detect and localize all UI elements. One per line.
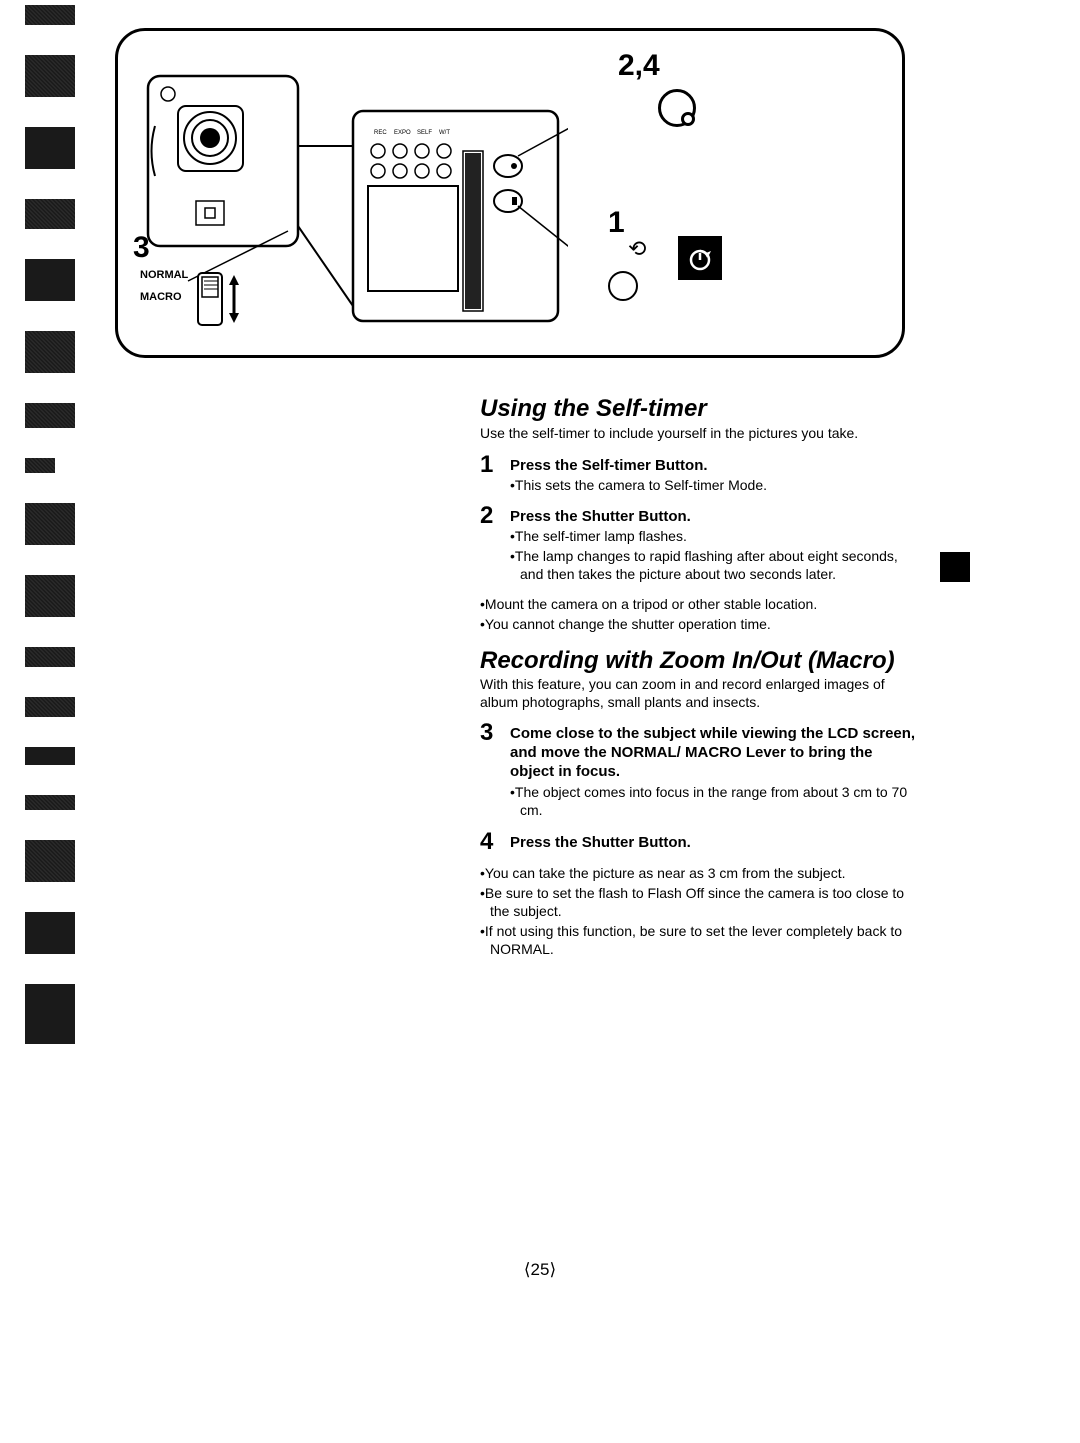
step-title: Press the Self-timer Button. — [510, 457, 920, 474]
svg-text:EXPO: EXPO — [394, 130, 411, 136]
camera-diagram: REC EXPO SELF W/T NORMAL MACRO 2,4 1 ⟲ 3 — [115, 28, 905, 358]
thumb — [25, 55, 75, 97]
callout-circle-1 — [608, 271, 638, 301]
step-num: 3 — [480, 721, 510, 822]
switch-icon — [196, 271, 246, 331]
note: •Mount the camera on a tripod or other s… — [480, 595, 920, 613]
thumb — [25, 840, 75, 882]
note: •Be sure to set the flash to Flash Off s… — [480, 884, 920, 920]
callout-circle-24 — [658, 89, 696, 127]
step-bullet: •The self-timer lamp flashes. — [510, 527, 920, 545]
page-marker-square — [940, 552, 970, 582]
svg-text:REC: REC — [374, 130, 387, 136]
thumb — [25, 575, 75, 617]
timer-glyph-icon: ⟲ — [628, 236, 646, 262]
step-num: 4 — [480, 830, 510, 854]
thumb — [25, 697, 75, 717]
step-3: 3 Come close to the subject while viewin… — [480, 721, 920, 822]
step-1: 1 Press the Self-timer Button. •This set… — [480, 453, 920, 496]
step-2: 2 Press the Shutter Button. •The self-ti… — [480, 504, 920, 586]
switch-label-macro: MACRO — [140, 291, 188, 303]
step-title: Press the Shutter Button. — [510, 508, 920, 525]
svg-text:W/T: W/T — [439, 130, 450, 136]
thumb — [25, 747, 75, 765]
callout-3: 3 — [133, 231, 150, 265]
thumb — [25, 912, 75, 954]
svg-text:SELF: SELF — [417, 130, 432, 136]
note: •If not using this function, be sure to … — [480, 922, 920, 958]
step-title: Press the Shutter Button. — [510, 834, 920, 851]
note: •You cannot change the shutter operation… — [480, 615, 920, 633]
section1-notes: •Mount the camera on a tripod or other s… — [480, 595, 920, 633]
note: •You can take the picture as near as 3 c… — [480, 864, 920, 882]
thumb — [25, 458, 55, 473]
section2-intro: With this feature, you can zoom in and r… — [480, 676, 920, 711]
section1-title: Using the Self-timer — [480, 395, 920, 423]
thumb — [25, 403, 75, 428]
macro-switch-detail: NORMAL MACRO — [140, 269, 188, 303]
step-title: Come close to the subject while viewing … — [510, 725, 920, 781]
thumb — [25, 331, 75, 373]
section2-title: Recording with Zoom In/Out (Macro) — [480, 648, 920, 674]
callout-2-4: 2,4 — [618, 49, 660, 83]
scan-edge-thumbnails — [25, 0, 95, 1300]
thumb — [25, 127, 75, 169]
step-bullet: •The object comes into focus in the rang… — [510, 783, 920, 819]
switch-label-normal: NORMAL — [140, 269, 188, 281]
thumb — [25, 199, 75, 229]
thumb — [25, 5, 75, 25]
thumb — [25, 984, 75, 1044]
thumb — [25, 259, 75, 301]
page-number: ⟨25⟩ — [0, 1260, 1080, 1280]
step-bullet: •This sets the camera to Self-timer Mode… — [510, 476, 920, 494]
section1-intro: Use the self-timer to include yourself i… — [480, 425, 920, 443]
step-bullet: •The lamp changes to rapid flashing afte… — [510, 547, 920, 583]
section2-notes: •You can take the picture as near as 3 c… — [480, 864, 920, 959]
self-timer-icon — [678, 236, 722, 280]
callout-1: 1 — [608, 206, 625, 240]
step-num: 1 — [480, 453, 510, 496]
content-column: Using the Self-timer Use the self-timer … — [480, 395, 920, 973]
step-4: 4 Press the Shutter Button. — [480, 830, 920, 854]
step-num: 2 — [480, 504, 510, 586]
thumb — [25, 795, 75, 810]
thumb — [25, 647, 75, 667]
thumb — [25, 503, 75, 545]
